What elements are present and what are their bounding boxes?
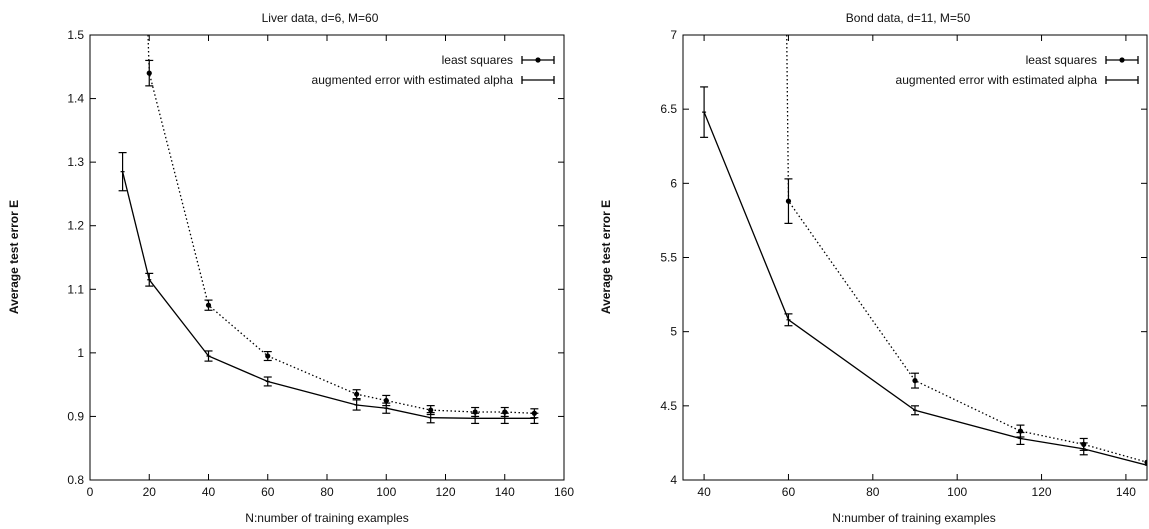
y-tick-label-bond: 6.5 [660,102,677,116]
legend-label-least-squares-liver: least squares [442,53,513,67]
y-tick-label-liver: 1 [77,346,84,360]
chart-title-bond: Bond data, d=11, M=50 [846,11,971,25]
legend-swatch-augmented-bond [1105,76,1139,84]
x-tick-label-liver: 140 [495,485,515,499]
chart-liver: Liver data, d=6, M=60 Average test error… [7,11,574,525]
x-tick-label-liver: 60 [261,485,275,499]
x-tick-label-liver: 100 [376,485,396,499]
legend-label-least-squares-bond: least squares [1026,53,1097,67]
x-tick-label-bond: 40 [697,485,711,499]
data-point-least-squares-bond [912,378,918,384]
y-tick-label-liver: 1.5 [67,28,84,42]
legend-bond: least squares augmented error with estim… [896,53,1139,87]
y-tick-label-bond: 4 [670,473,677,487]
x-tick-label-bond: 80 [866,485,880,499]
y-tick-label-liver: 0.8 [67,473,84,487]
series-bond [700,35,1147,466]
y-tick-label-liver: 1.3 [67,155,84,169]
x-tick-label-bond: 100 [947,485,967,499]
y-tick-label-bond: 7 [670,28,677,42]
y-tick-label-bond: 4.5 [660,399,677,413]
legend-liver: least squares augmented error with estim… [312,53,555,87]
data-point-least-squares-liver [146,70,152,76]
data-point-least-squares-liver [265,353,271,359]
y-tick-label-liver: 1.4 [67,92,84,106]
y-tick-label-bond: 5 [670,325,677,339]
y-tick-label-bond: 6 [670,176,677,190]
plot-frame-liver [89,34,565,481]
data-point-least-squares-liver [354,391,360,397]
y-axis-label-bond: Average test error E [599,200,613,314]
chart-bond: Bond data, d=11, M=50 Average test error… [599,11,1148,525]
series-line-augmented-bond [703,111,1147,466]
chart-title-liver: Liver data, d=6, M=60 [262,11,379,25]
y-tick-label-liver: 1.2 [67,219,84,233]
legend-swatch-least-squares-bond [1105,56,1139,64]
x-tick-label-liver: 160 [554,485,574,499]
data-point-least-squares-liver [428,407,434,413]
ticks-bond: 40 60 80 100 120 140 4 4.5 5 5.5 6 6.5 7 [660,28,1147,499]
data-point-least-squares-bond [1144,459,1147,465]
legend-swatch-least-squares-liver [521,56,555,64]
x-tick-label-liver: 20 [143,485,157,499]
y-axis-label-liver: Average test error E [7,200,21,314]
legend-swatch-augmented-liver [521,76,555,84]
y-tick-label-liver: 0.9 [67,409,84,423]
x-tick-label-bond: 140 [1116,485,1136,499]
x-tick-label-bond: 60 [782,485,796,499]
series-liver [118,35,539,425]
x-axis-label-liver: N:number of training examples [245,511,408,525]
x-tick-label-liver: 40 [202,485,216,499]
y-tick-label-bond: 5.5 [660,251,677,265]
series-line-least-squares-bond [786,35,1147,463]
x-tick-label-bond: 120 [1032,485,1052,499]
x-tick-label-liver: 120 [435,485,455,499]
data-point-least-squares-liver [383,397,389,404]
x-tick-label-liver: 80 [320,485,334,499]
data-point-least-squares-bond [785,198,792,204]
x-tick-label-liver: 0 [87,485,94,499]
ticks-liver: 0 20 40 60 80 100 120 140 160 0.8 0.9 1 1.1 1.2 1.3 1.4… [67,28,574,499]
legend-label-augmented-bond: augmented error with estimated alpha [896,73,1098,87]
y-tick-label-liver: 1.1 [67,282,84,296]
x-axis-label-bond: N:number of training examples [832,511,995,525]
series-line-augmented-liver [121,171,535,419]
data-point-least-squares-liver [205,302,212,308]
legend-label-augmented-liver: augmented error with estimated alpha [312,73,514,87]
